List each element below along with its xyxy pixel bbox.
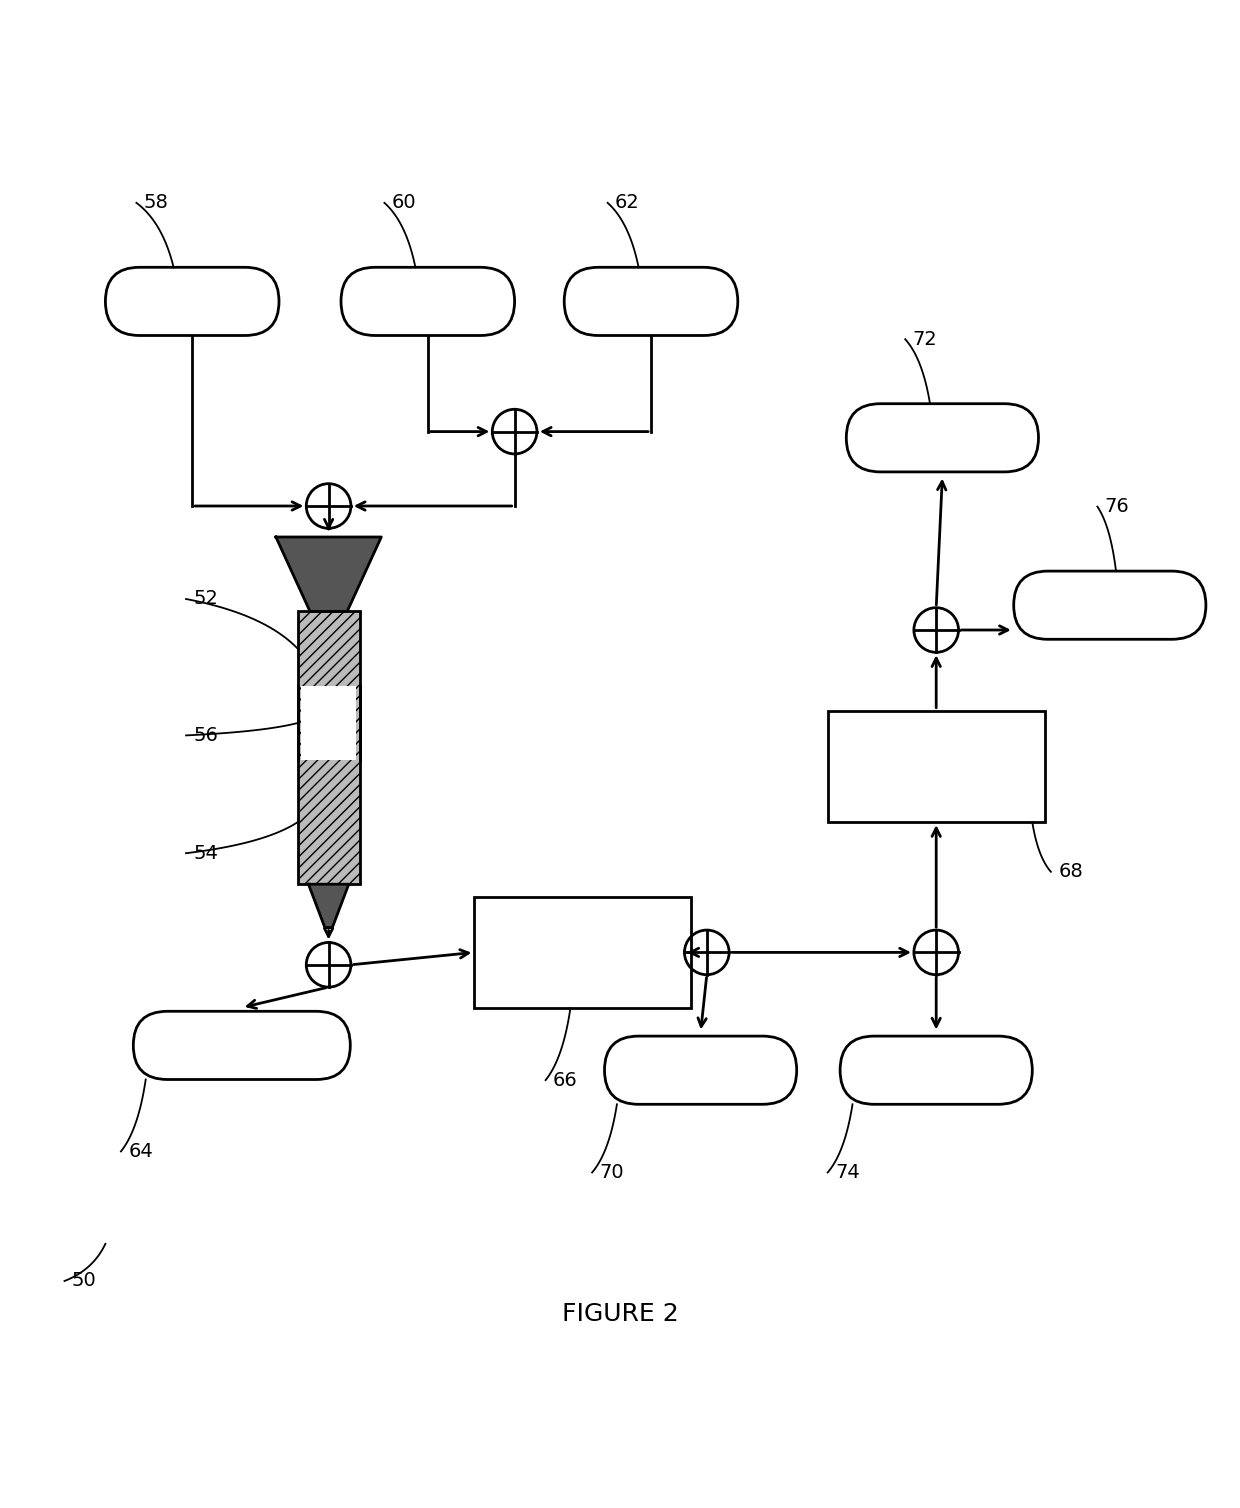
FancyBboxPatch shape — [105, 267, 279, 335]
Polygon shape — [309, 884, 348, 927]
Text: 64: 64 — [129, 1142, 153, 1161]
Bar — [298, 611, 360, 884]
Text: 66: 66 — [553, 1071, 578, 1090]
Text: 52: 52 — [193, 590, 218, 609]
FancyBboxPatch shape — [341, 267, 515, 335]
FancyBboxPatch shape — [134, 1012, 350, 1080]
Bar — [828, 710, 1044, 822]
Text: 60: 60 — [392, 193, 417, 213]
Polygon shape — [275, 537, 382, 611]
Text: 72: 72 — [913, 330, 937, 348]
Text: 76: 76 — [1105, 498, 1130, 516]
Text: FIGURE 2: FIGURE 2 — [562, 1303, 678, 1327]
Text: 58: 58 — [144, 193, 169, 213]
Text: 56: 56 — [193, 725, 218, 745]
Text: 68: 68 — [1059, 863, 1083, 881]
FancyBboxPatch shape — [564, 267, 738, 335]
FancyBboxPatch shape — [846, 404, 1039, 472]
FancyBboxPatch shape — [1014, 572, 1205, 639]
Text: 62: 62 — [615, 193, 640, 213]
Text: 70: 70 — [600, 1163, 624, 1182]
Text: 54: 54 — [193, 843, 218, 863]
Text: 74: 74 — [836, 1163, 859, 1182]
FancyBboxPatch shape — [841, 1036, 1032, 1104]
Bar — [474, 897, 691, 1009]
FancyBboxPatch shape — [604, 1036, 796, 1104]
Text: 50: 50 — [72, 1271, 97, 1291]
Bar — [301, 686, 356, 760]
